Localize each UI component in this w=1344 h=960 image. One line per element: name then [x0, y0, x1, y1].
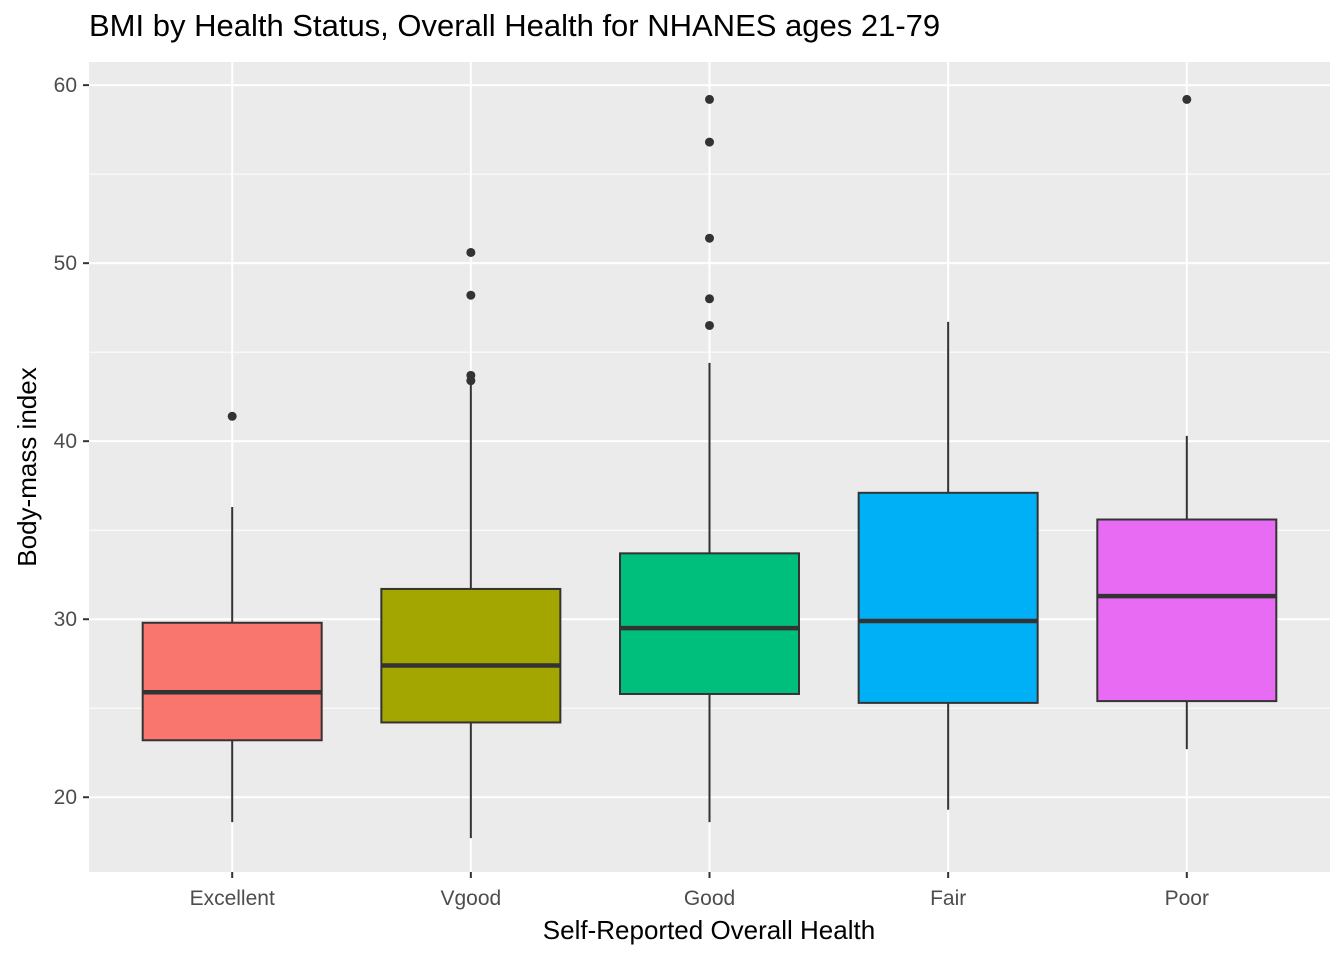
x-tick-label: Vgood: [440, 887, 501, 910]
box-poor: [1096, 94, 1278, 750]
outlier-point: [705, 320, 714, 330]
outlier-point: [705, 137, 714, 147]
outlier-point: [466, 247, 476, 257]
y-tick-label: 20: [54, 786, 77, 809]
y-tick-label: 40: [54, 430, 77, 453]
axes: 20 30 40 50 60 Excellent Vgood Good Fair Poor: [54, 74, 1209, 910]
x-tick-label: Fair: [930, 887, 966, 910]
y-axis-title: Body-mass index: [12, 367, 42, 566]
y-tick-label: 30: [54, 608, 77, 631]
x-tick-label: Poor: [1165, 887, 1209, 910]
interquartile-box: [141, 621, 323, 742]
outlier-point: [1182, 94, 1192, 104]
chart-title: BMI by Health Status, Overall Health for…: [89, 8, 941, 43]
box-vgood: [380, 247, 562, 839]
x-tick-label: Good: [684, 887, 735, 910]
outlier-point: [466, 290, 476, 300]
interquartile-box: [857, 491, 1039, 704]
interquartile-box: [1096, 518, 1278, 703]
x-axis-title: Self-Reported Overall Health: [543, 915, 875, 945]
outlier-point: [705, 294, 714, 304]
box-excellent: [141, 411, 323, 823]
outlier-point: [705, 94, 714, 104]
boxes: [141, 94, 1278, 839]
outlier-point: [705, 233, 714, 243]
interquartile-box: [380, 587, 562, 724]
x-tick-label: Excellent: [190, 887, 275, 910]
box-fair: [857, 321, 1039, 810]
box-good: [619, 94, 800, 823]
outlier-point: [466, 370, 476, 380]
interquartile-box: [619, 552, 800, 695]
y-tick-label: 60: [54, 74, 77, 97]
outlier-point: [227, 411, 237, 421]
y-tick-label: 50: [54, 252, 77, 275]
